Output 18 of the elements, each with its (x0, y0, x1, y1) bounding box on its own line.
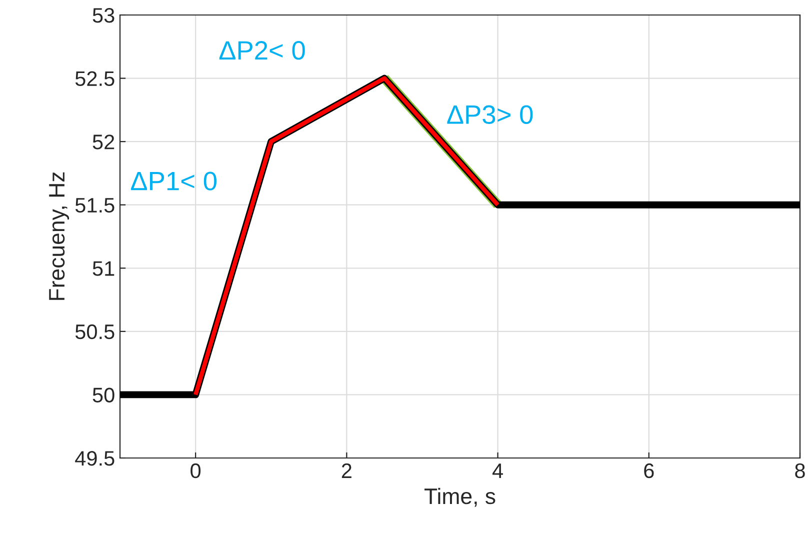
y-tick-label: 53 (92, 8, 114, 23)
y-tick-label: 51 (92, 261, 114, 276)
y-tick-label: 50 (92, 388, 114, 402)
x-tick-label: 4 (492, 464, 503, 478)
annotation: ΔP1< 0 (130, 172, 216, 190)
y-tick-label: 52.5 (75, 71, 114, 86)
x-axis-title: Time, s (424, 488, 496, 507)
y-tick-label: 52 (92, 134, 114, 150)
x-tick-label: 0 (190, 463, 201, 478)
x-tick-label: 6 (644, 463, 654, 478)
annotation: ΔP3> 0 (447, 105, 533, 124)
x-tick-label: 8 (795, 463, 805, 478)
y-axis-title: Frecueny, Hz (49, 172, 70, 300)
y-tick-label: 51.5 (75, 198, 114, 213)
y-tick-label: 49.5 (75, 451, 114, 466)
y-tick-label: 50.5 (75, 324, 114, 340)
x-tick-label: 2 (342, 463, 352, 478)
annotation: ΔP2< 0 (219, 41, 305, 60)
